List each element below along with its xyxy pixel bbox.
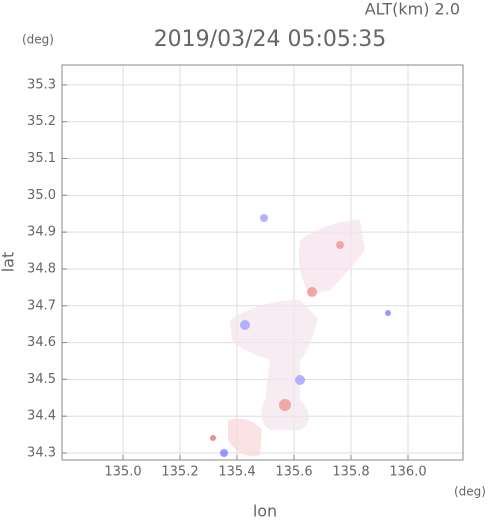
y-tick-label: 34.4: [27, 409, 56, 424]
y-axis-label: lat: [0, 252, 18, 273]
y-unit: (deg): [22, 33, 54, 47]
y-tick-label: 35.3: [27, 77, 56, 92]
y-tick-label: 34.7: [27, 298, 56, 313]
echo-area: [230, 300, 318, 430]
y-tick-label: 34.6: [27, 335, 56, 350]
echo-cell: [260, 214, 268, 222]
echo-cell: [385, 310, 391, 316]
y-tick-label: 34.5: [27, 372, 56, 387]
echo-cell: [210, 435, 216, 441]
y-tick-label: 35.0: [27, 188, 56, 203]
echo-area: [228, 418, 262, 456]
x-tick-label: 136.0: [389, 465, 426, 480]
y-tick-label: 34.8: [27, 261, 56, 276]
echo-cell: [336, 241, 344, 249]
y-tick-label: 35.2: [27, 114, 56, 129]
x-tick-label: 135.0: [104, 465, 141, 480]
x-unit: (deg): [454, 485, 486, 499]
x-tick-label: 135.8: [332, 465, 369, 480]
y-tick-label: 35.1: [27, 151, 56, 166]
echo-area: [298, 220, 365, 295]
x-tick-label: 135.4: [218, 465, 255, 480]
x-tick-label: 135.6: [275, 465, 312, 480]
radar-echoes: [210, 214, 391, 457]
y-tick-label: 34.9: [27, 225, 56, 240]
plot-frame: [61, 64, 464, 461]
chart-title: 2019/03/24 05:05:35: [154, 27, 387, 52]
x-tick-label: 135.2: [161, 465, 198, 480]
echo-cell: [295, 375, 305, 385]
echo-cell: [240, 320, 250, 330]
echo-cell: [220, 449, 228, 457]
echo-cell: [279, 399, 291, 411]
chart-subtitle: ALT(km) 2.0: [365, 0, 460, 19]
echo-cell: [307, 287, 317, 297]
y-tick-label: 34.3: [27, 446, 56, 461]
x-axis-label: lon: [253, 502, 277, 521]
